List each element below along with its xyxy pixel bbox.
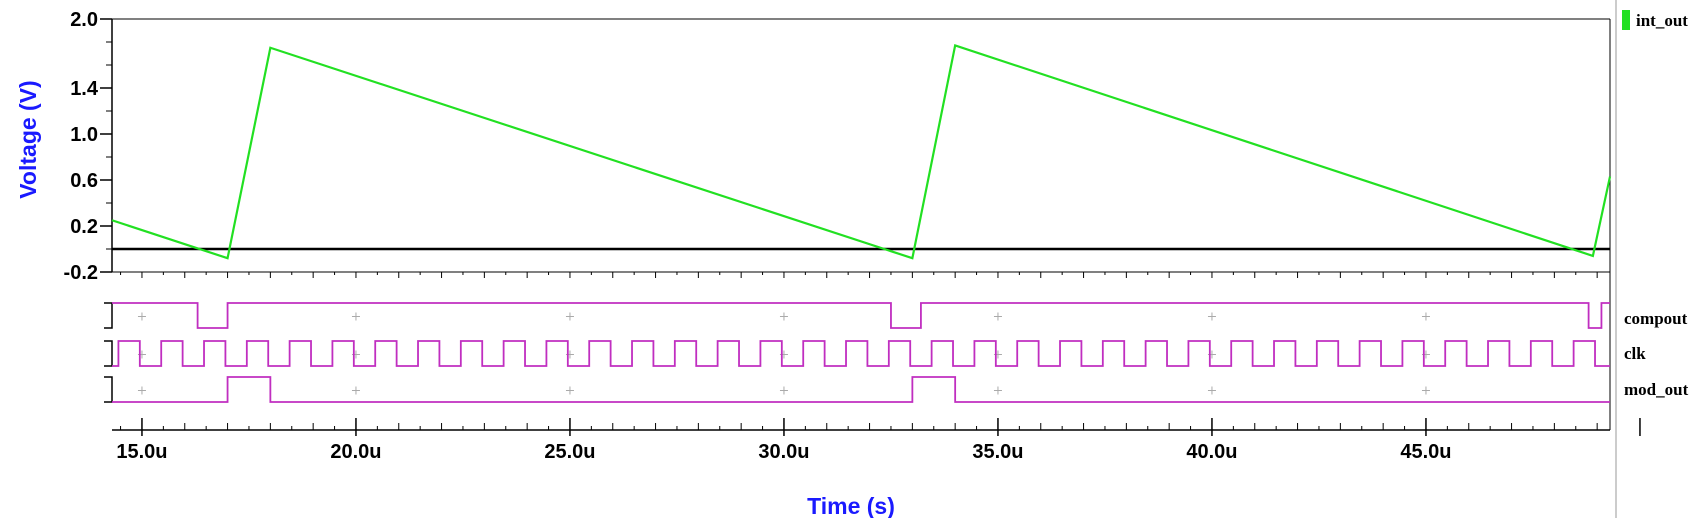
y-tick-label: 1.4 xyxy=(70,78,99,100)
legend-label-mod_out: mod_out xyxy=(1624,380,1689,399)
series-layer xyxy=(111,10,1630,403)
legend-swatch-int_out xyxy=(1622,10,1630,30)
y-axis-title: Voltage (V) xyxy=(15,80,41,198)
digital-row-bracket xyxy=(104,376,113,403)
x-tick-label: 20.0u xyxy=(330,441,381,463)
x-tick-label: 40.0u xyxy=(1186,441,1237,463)
x-tick-label: 45.0u xyxy=(1400,441,1451,463)
y-tick-label: 0.2 xyxy=(70,216,98,238)
digital-trace-mod_out xyxy=(112,376,1610,403)
y-tick-label: -0.2 xyxy=(64,262,98,284)
digital-trace-clk xyxy=(112,340,1610,367)
series-line-int_out xyxy=(111,44,1612,260)
y-tick-label: 2.0 xyxy=(70,9,98,31)
x-tick-label: 35.0u xyxy=(972,441,1023,463)
axes-layer xyxy=(100,0,1641,518)
x-tick-label: 30.0u xyxy=(758,441,809,463)
legend-label-int_out: int_out xyxy=(1636,11,1688,30)
digital-row-bracket xyxy=(104,340,113,367)
y-tick-label: 1.0 xyxy=(70,124,98,146)
text-layer: 2.0 1.4 1.0 0.6 0.2 -0.2 compout clk mod_out 15.0… xyxy=(15,9,1689,518)
legend-label-clk: clk xyxy=(1624,344,1646,363)
x-axis-title: Time (s) xyxy=(807,493,895,518)
x-tick-label: 15.0u xyxy=(116,441,167,463)
x-tick-label: 25.0u xyxy=(544,441,595,463)
y-tick-label: 0.6 xyxy=(70,170,98,192)
legend-label-compout: compout xyxy=(1624,309,1688,328)
digital-row-bracket xyxy=(104,302,113,329)
digital-trace-compout xyxy=(112,302,1610,329)
